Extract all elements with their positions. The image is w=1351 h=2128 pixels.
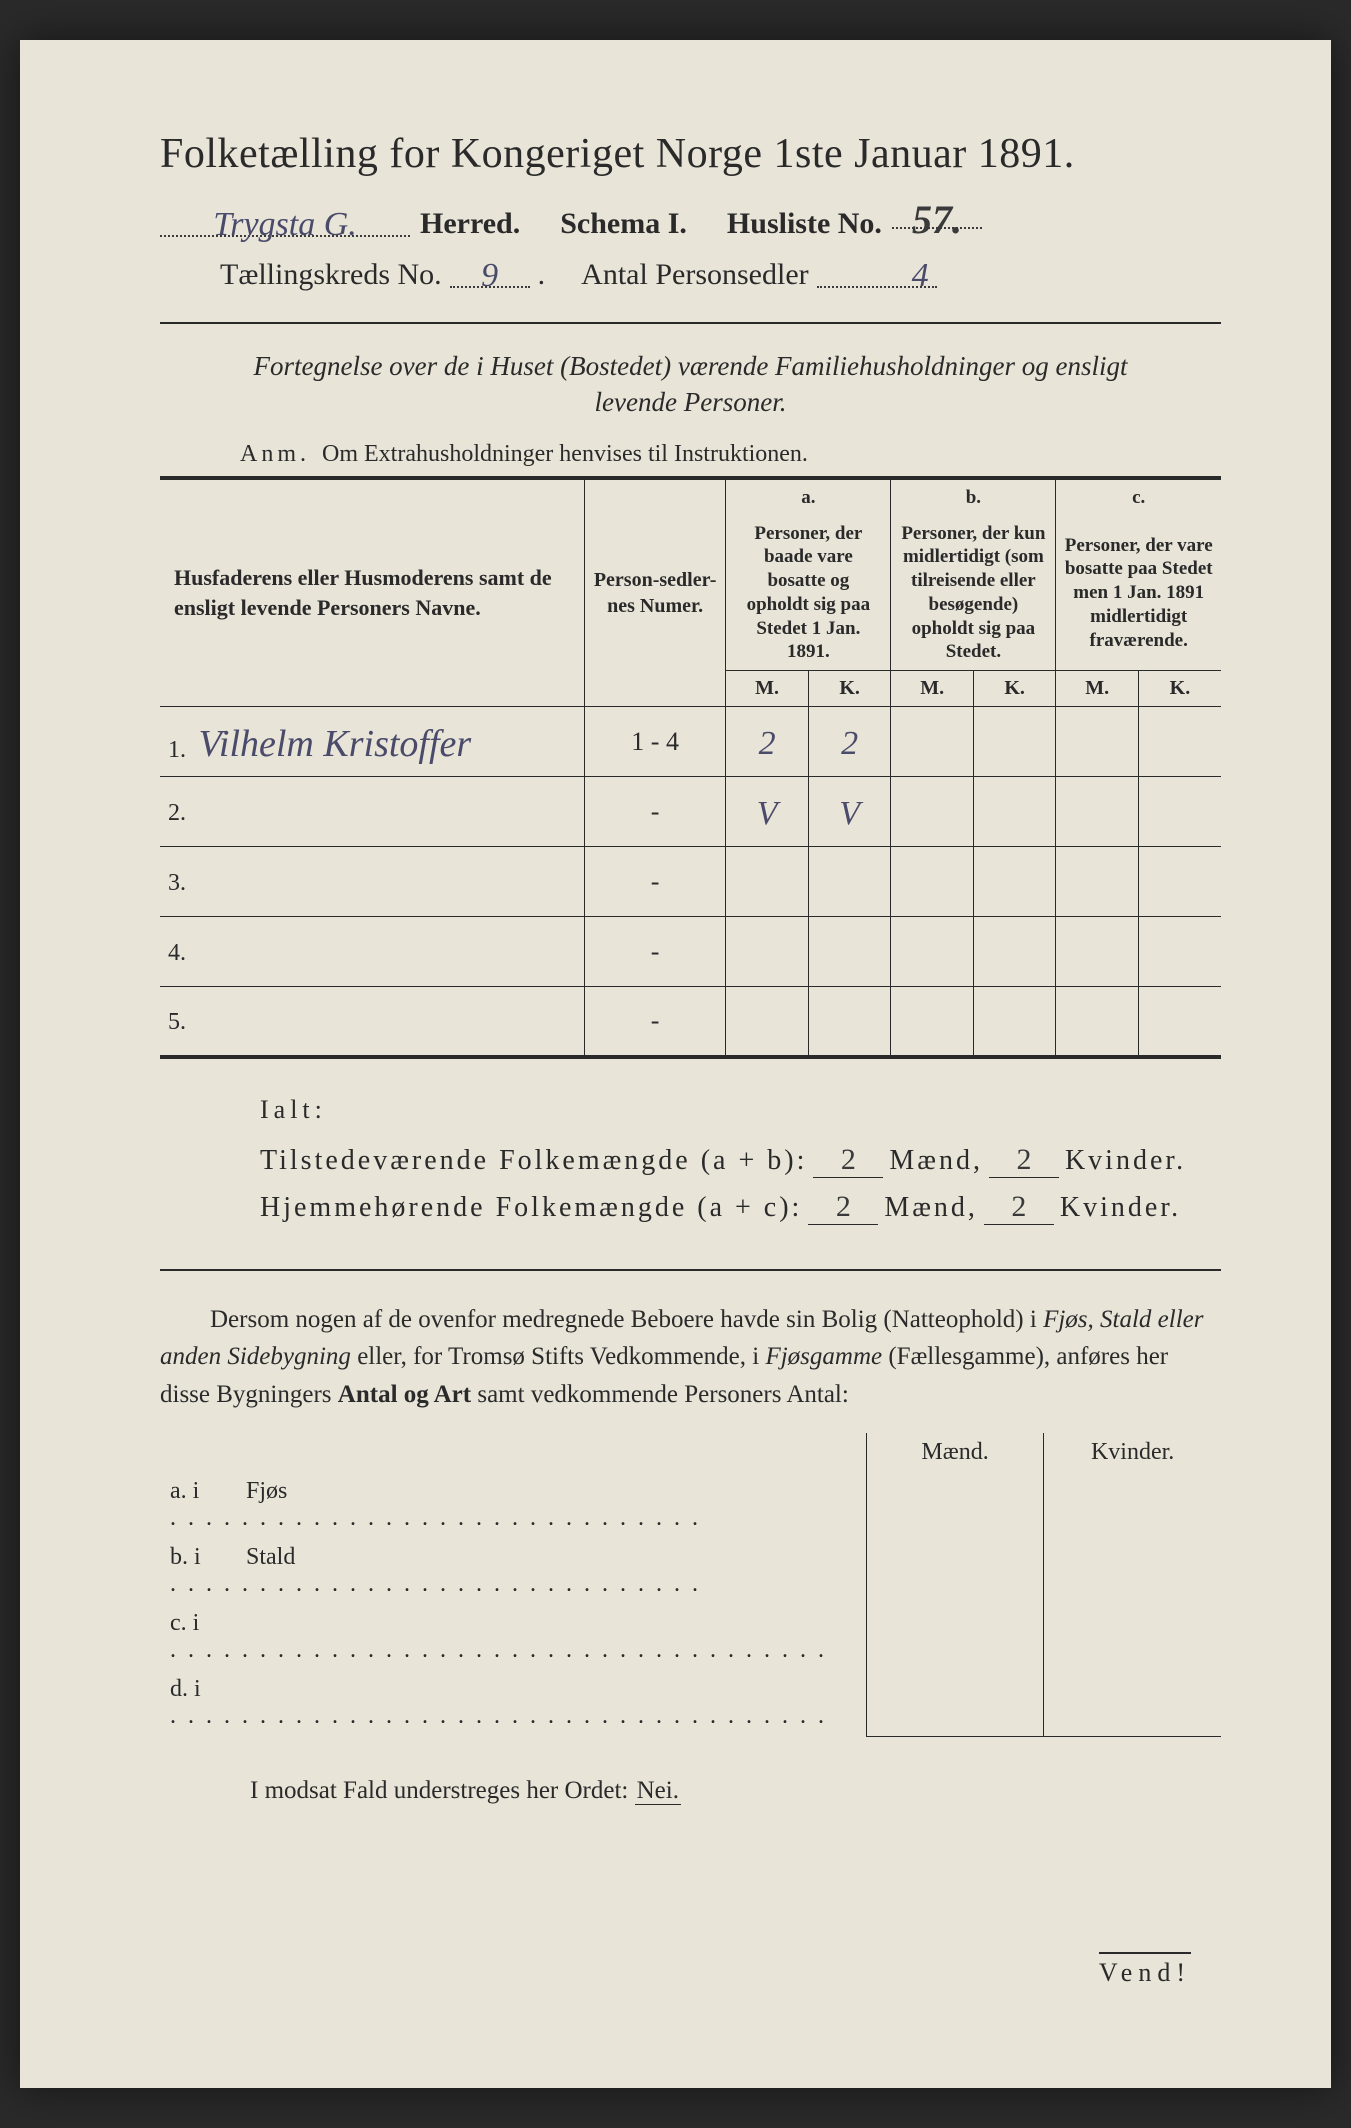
nei-word: Nei. [635,1777,681,1805]
antal-label: Antal Personsedler [581,258,808,292]
antal-value: 4 [912,257,929,294]
side-row: b. i Stald . . . . . . . . . . . . . . .… [160,1538,1221,1604]
ialt-line-2: Hjemmehørende Folkemængde (a + c): 2 Mæn… [260,1190,1221,1225]
divider [160,1269,1221,1271]
table-row: 3. - [160,847,1221,917]
mk-b-m: M. [891,671,974,707]
table-row: 2. - V V [160,777,1221,847]
subtitle: Fortegnelse over de i Huset (Bostedet) v… [160,348,1221,421]
mk-c-k: K. [1138,671,1221,707]
kreds-label: Tællingskreds No. [220,258,442,292]
page-title: Folketælling for Kongeriget Norge 1ste J… [160,130,1221,178]
side-row: c. i . . . . . . . . . . . . . . . . . .… [160,1604,1221,1670]
vend-label: Vend! [1099,1952,1191,1988]
col-head-c-text: Personer, der vare bosatte paa Stedet me… [1056,516,1221,671]
husliste-value: 57. [912,197,962,242]
col-head-numer: Person-sedler-nes Numer. [584,478,725,707]
header-line-2: Tællingskreds No. 9 . Antal Personsedler… [160,255,1221,292]
col-head-a-label: a. [726,478,891,516]
side-col-kvinder: Kvinder. [1044,1433,1221,1472]
side-building-paragraph: Dersom nogen af de ovenfor medregnede Be… [160,1301,1221,1414]
mk-b-k: K. [973,671,1056,707]
side-building-table: Mænd. Kvinder. a. i Fjøs . . . . . . . .… [160,1433,1221,1737]
col-head-a-text: Personer, der baade vare bosatte og opho… [726,516,891,671]
col-head-b-text: Personer, der kun midlertidigt (som tilr… [891,516,1056,671]
header-line-1: Trygsta G. Herred. Schema I. Husliste No… [160,196,1221,241]
col-head-b-label: b. [891,478,1056,516]
table-row: 5. - [160,987,1221,1057]
mk-a-m: M. [726,671,809,707]
ialt-block: Ialt: Tilstedeværende Folkemængde (a + b… [160,1095,1221,1225]
census-form-page: Folketælling for Kongeriget Norge 1ste J… [20,40,1331,2088]
ialt-label: Ialt: [260,1095,1221,1125]
husliste-label: Husliste No. [727,207,882,241]
mk-c-m: M. [1056,671,1139,707]
mk-a-k: K. [808,671,891,707]
divider [160,322,1221,324]
herred-label: Herred. [420,207,520,241]
anm-note: Anm. Om Extrahusholdninger henvises til … [160,441,1221,468]
table-row: 1. Vilhelm Kristoffer 1 - 4 2 2 [160,707,1221,777]
side-row: a. i Fjøs . . . . . . . . . . . . . . . … [160,1472,1221,1538]
nei-line: I modsat Fald understreges her Ordet: Ne… [160,1777,1221,1805]
side-row: d. i . . . . . . . . . . . . . . . . . .… [160,1670,1221,1736]
kreds-value: 9 [481,257,498,294]
main-table: Husfaderens eller Husmoderens samt de en… [160,476,1221,1059]
col-head-names: Husfaderens eller Husmoderens samt de en… [160,478,584,707]
side-col-maend: Mænd. [866,1433,1043,1472]
ialt-line-1: Tilstedeværende Folkemængde (a + b): 2 M… [260,1143,1221,1178]
table-row: 4. - [160,917,1221,987]
herred-value: Trygsta G. [213,206,357,243]
schema-label: Schema I. [560,207,687,241]
col-head-c-label: c. [1056,478,1221,516]
